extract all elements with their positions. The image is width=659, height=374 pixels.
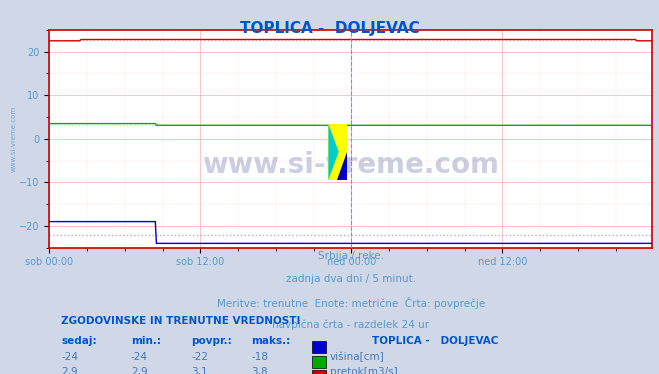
Text: pretok[m3/s]: pretok[m3/s] bbox=[330, 367, 397, 374]
Bar bbox=[328, 123, 347, 180]
Text: -24: -24 bbox=[61, 352, 78, 362]
Text: maks.:: maks.: bbox=[252, 336, 291, 346]
Text: ZGODOVINSKE IN TRENUTNE VREDNOSTI: ZGODOVINSKE IN TRENUTNE VREDNOSTI bbox=[61, 316, 301, 327]
Text: TOPLICA -   DOLJEVAC: TOPLICA - DOLJEVAC bbox=[372, 336, 498, 346]
Text: navpična črta - razdelek 24 ur: navpična črta - razdelek 24 ur bbox=[272, 319, 430, 330]
Text: -18: -18 bbox=[252, 352, 268, 362]
Text: www.si-vreme.com: www.si-vreme.com bbox=[202, 151, 500, 179]
Polygon shape bbox=[337, 152, 347, 180]
Text: -24: -24 bbox=[131, 352, 148, 362]
Text: 2,9: 2,9 bbox=[61, 367, 78, 374]
Bar bbox=[312, 356, 326, 368]
Bar bbox=[312, 341, 326, 353]
Text: višina[cm]: višina[cm] bbox=[330, 352, 385, 362]
Text: -22: -22 bbox=[191, 352, 208, 362]
Text: www.si-vreme.com: www.si-vreme.com bbox=[11, 106, 16, 172]
Text: 2,9: 2,9 bbox=[131, 367, 148, 374]
Text: Srbija / reke.: Srbija / reke. bbox=[318, 251, 384, 261]
Text: 3,1: 3,1 bbox=[191, 367, 208, 374]
Polygon shape bbox=[328, 123, 339, 180]
Text: Meritve: trenutne  Enote: metrične  Črta: povprečje: Meritve: trenutne Enote: metrične Črta: … bbox=[217, 297, 485, 309]
Bar bbox=[312, 370, 326, 374]
Text: zadnja dva dni / 5 minut.: zadnja dva dni / 5 minut. bbox=[286, 274, 416, 284]
Text: sedaj:: sedaj: bbox=[61, 336, 97, 346]
Text: TOPLICA -  DOLJEVAC: TOPLICA - DOLJEVAC bbox=[240, 21, 419, 36]
Text: min.:: min.: bbox=[131, 336, 161, 346]
Text: 3,8: 3,8 bbox=[252, 367, 268, 374]
Text: povpr.:: povpr.: bbox=[191, 336, 232, 346]
